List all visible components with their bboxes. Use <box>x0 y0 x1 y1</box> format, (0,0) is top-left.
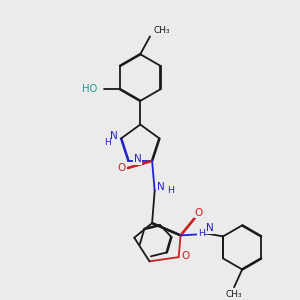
Text: O: O <box>117 163 125 173</box>
Text: N: N <box>134 154 141 164</box>
Text: CH₃: CH₃ <box>226 290 242 299</box>
Text: N: N <box>110 131 118 141</box>
Text: CH₃: CH₃ <box>154 26 170 35</box>
Text: H: H <box>167 185 174 194</box>
Text: H: H <box>198 229 205 238</box>
Text: N: N <box>157 182 164 192</box>
Text: N: N <box>206 223 214 233</box>
Text: O: O <box>182 250 190 260</box>
Text: H: H <box>104 138 111 147</box>
Text: O: O <box>194 208 202 218</box>
Text: HO: HO <box>82 84 98 94</box>
